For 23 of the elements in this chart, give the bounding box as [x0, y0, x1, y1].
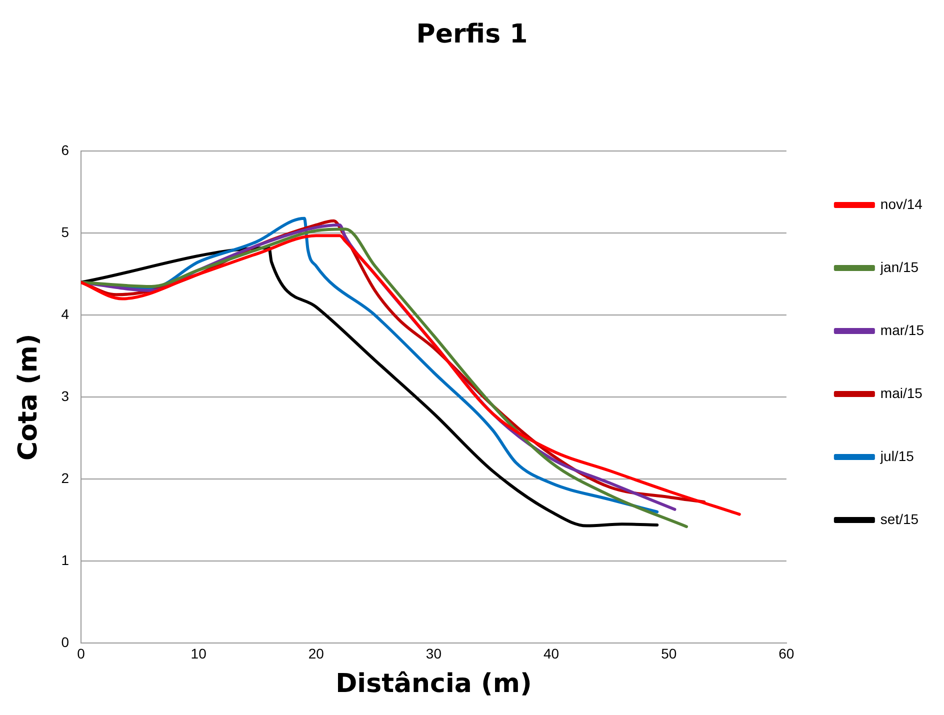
- legend-label: nov/14: [880, 196, 923, 212]
- x-tick-label: 20: [308, 645, 324, 662]
- legend-label: mai/15: [880, 384, 923, 401]
- legend-label: jan/15: [879, 258, 919, 275]
- y-tick-label: 1: [61, 552, 70, 568]
- y-tick-label: 5: [61, 224, 70, 240]
- x-tick-label: 30: [426, 645, 442, 662]
- y-tick-label: 3: [61, 388, 70, 404]
- x-tick-label: 40: [543, 645, 560, 662]
- y-tick-label: 4: [61, 306, 70, 322]
- y-tick-label: 2: [61, 470, 70, 486]
- x-tick-label: 10: [190, 645, 207, 662]
- legend-label: jul/15: [879, 448, 914, 464]
- y-axis-title: Cota (m): [13, 334, 44, 461]
- legend-label: mar/15: [880, 322, 924, 338]
- x-axis-title: Distância (m): [336, 669, 532, 700]
- y-tick-label: 0: [61, 634, 70, 650]
- x-tick-label: 60: [778, 645, 794, 662]
- x-tick-label: 50: [661, 645, 677, 662]
- x-tick-label: 0: [77, 645, 86, 662]
- chart-title: Perfis 1: [416, 19, 528, 50]
- legend-label: set/15: [880, 510, 919, 527]
- y-tick-label: 6: [61, 142, 70, 158]
